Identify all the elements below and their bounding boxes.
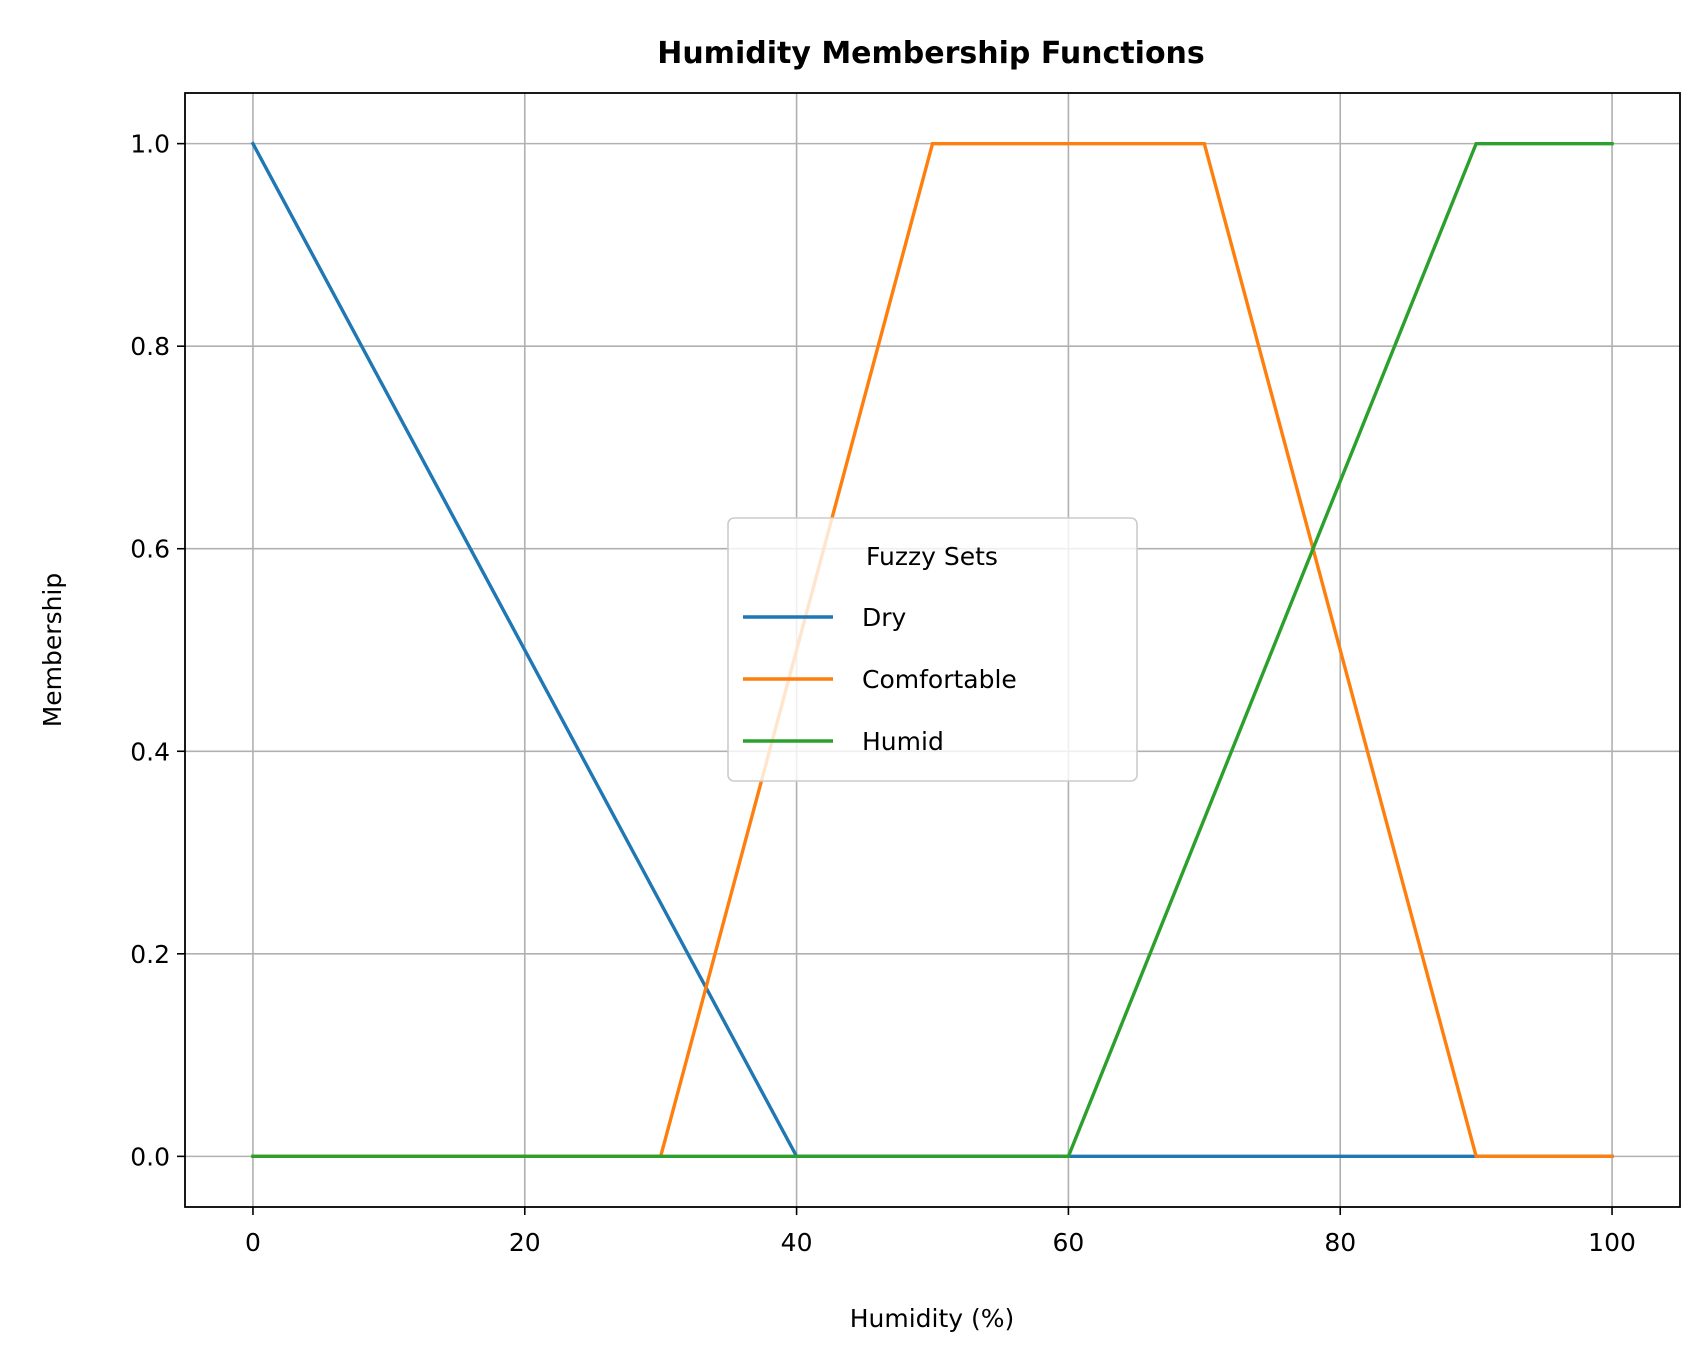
legend: Fuzzy Sets Dry Comfortable Humid — [727, 517, 1138, 782]
y-tick-label: 0.8 — [130, 332, 170, 361]
y-tick-label: 1.0 — [130, 130, 170, 159]
legend-box — [727, 517, 1138, 782]
chart-title: Humidity Membership Functions — [657, 36, 1205, 71]
x-tick-label: 100 — [1588, 1228, 1636, 1257]
y-tick-label: 0.0 — [130, 1142, 170, 1171]
series-layer — [250, 141, 1614, 1159]
x-tick-label: 80 — [1324, 1228, 1356, 1257]
y-tick-label: 0.4 — [130, 737, 170, 766]
legend-entries: Dry Comfortable Humid — [743, 603, 1017, 756]
x-tick-label: 20 — [509, 1228, 541, 1257]
legend-label-dry: Dry — [862, 603, 907, 632]
legend-label-comfortable: Comfortable — [862, 665, 1017, 694]
x-axis-label: Humidity (%) — [850, 1304, 1015, 1333]
x-tick-label: 60 — [1053, 1228, 1085, 1257]
x-tick-label: 40 — [781, 1228, 813, 1257]
y-axis-label: Membership — [38, 573, 67, 728]
x-tick-label: 0 — [245, 1228, 261, 1257]
legend-title: Fuzzy Sets — [866, 542, 998, 571]
series-line-humid — [251, 141, 1614, 1159]
ticks: 0 20 40 60 80 100 0.0 0.2 0.4 0.6 0.8 1.0 — [130, 130, 1636, 1257]
y-tick-label: 0.2 — [130, 940, 170, 969]
y-tick-label: 0.6 — [130, 535, 170, 564]
legend-label-humid: Humid — [862, 727, 944, 756]
plot-frame — [184, 92, 1681, 1208]
